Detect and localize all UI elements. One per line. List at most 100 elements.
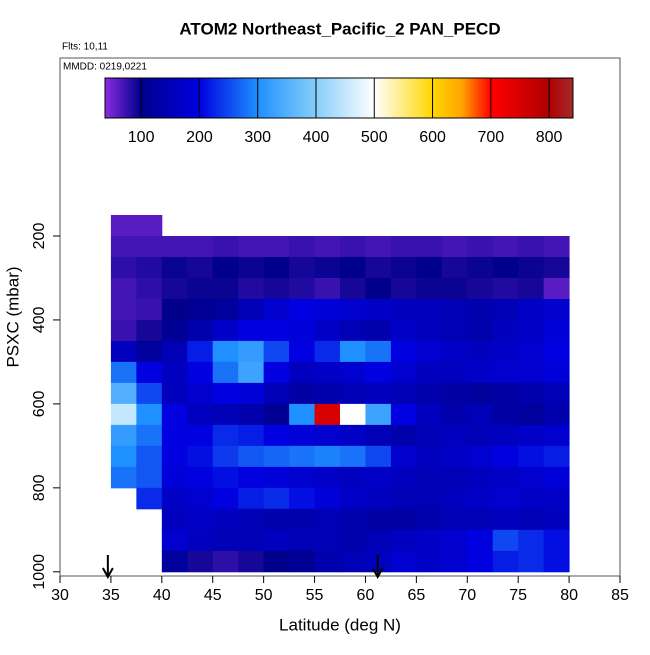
heat-cell — [416, 319, 443, 342]
heat-cell — [390, 403, 417, 426]
heat-cell — [518, 529, 545, 552]
heat-cell — [314, 256, 341, 279]
heat-cell — [161, 529, 188, 552]
heat-cell — [340, 487, 366, 510]
heat-cell — [263, 361, 290, 384]
heat-cell — [340, 445, 366, 468]
heat-cell — [136, 340, 163, 363]
heat-cell — [441, 340, 468, 363]
x-tick-label: 30 — [51, 587, 69, 604]
heat-cell — [263, 235, 290, 258]
heat-cell — [187, 445, 214, 468]
heat-cell — [238, 256, 265, 279]
heat-cell — [441, 466, 468, 489]
heat-cell — [416, 466, 443, 489]
heat-cell — [518, 235, 545, 258]
heat-cell — [390, 508, 417, 531]
heat-cell — [289, 277, 316, 300]
heat-cell — [161, 340, 188, 363]
heat-cell — [289, 445, 316, 468]
heat-cell — [110, 466, 137, 489]
heat-cell — [314, 487, 341, 510]
heat-cell — [212, 235, 239, 258]
heat-cell — [187, 298, 214, 321]
heat-cell — [161, 487, 188, 510]
heat-cell — [187, 424, 214, 447]
heat-cell — [187, 466, 214, 489]
heat-cell — [390, 298, 417, 321]
heat-cell — [263, 445, 290, 468]
heat-cell — [110, 340, 137, 363]
heat-cell — [136, 319, 163, 342]
heat-cell — [365, 256, 392, 279]
heat-cell — [136, 403, 163, 426]
heat-cell — [161, 256, 188, 279]
heat-cell — [289, 361, 316, 384]
heat-cell — [467, 550, 494, 573]
heat-cell — [441, 319, 468, 342]
heat-cell — [289, 382, 316, 405]
heat-cell — [187, 382, 214, 405]
heat-cell — [543, 298, 570, 321]
heat-cell — [543, 319, 570, 342]
heat-cell — [187, 235, 214, 258]
heatmap — [110, 214, 570, 573]
heat-cell — [238, 487, 265, 510]
heat-cell — [492, 466, 519, 489]
arrow-head — [371, 567, 384, 580]
y-tick-label: 200 — [31, 223, 48, 250]
heat-cell — [467, 487, 494, 510]
heat-cell — [263, 403, 290, 426]
heat-cell — [136, 214, 163, 237]
heat-cell — [467, 403, 494, 426]
heat-cell — [110, 319, 137, 342]
heat-cell — [441, 487, 468, 510]
heat-cell — [161, 466, 188, 489]
heat-cell — [110, 235, 137, 258]
heat-cell — [110, 424, 137, 447]
heat-cell — [543, 256, 570, 279]
heat-cell — [416, 277, 443, 300]
heat-cell — [492, 277, 519, 300]
heat-cell — [543, 445, 570, 468]
heat-cell — [340, 550, 366, 573]
heat-cell — [365, 361, 392, 384]
heat-cell — [238, 277, 265, 300]
heat-cell — [212, 298, 239, 321]
heat-cell — [161, 403, 188, 426]
heat-cell — [212, 403, 239, 426]
heat-cell — [212, 487, 239, 510]
x-tick-label: 80 — [560, 587, 578, 604]
heat-cell — [390, 361, 417, 384]
heat-cell — [110, 382, 137, 405]
heat-cell — [212, 382, 239, 405]
x-axis-label: Latitude (deg N) — [279, 615, 401, 634]
y-tick-label: 1000 — [31, 554, 48, 590]
heat-cell — [365, 466, 392, 489]
heat-cell — [543, 466, 570, 489]
heat-cell — [263, 319, 290, 342]
y-tick-label: 800 — [31, 474, 48, 501]
heat-cell — [136, 382, 163, 405]
heat-cell — [289, 403, 316, 426]
heat-cell — [441, 445, 468, 468]
x-tick-label: 65 — [407, 587, 425, 604]
colorbar-tick-label: 300 — [244, 129, 271, 146]
heat-cell — [543, 361, 570, 384]
colorbar-tick-label: 500 — [361, 129, 388, 146]
heat-cell — [416, 361, 443, 384]
heat-cell — [289, 319, 316, 342]
heat-cell — [314, 529, 341, 552]
y-axis-label: PSXC (mbar) — [3, 266, 22, 367]
heat-cell — [467, 424, 494, 447]
heat-cell — [161, 445, 188, 468]
heat-cell — [467, 319, 494, 342]
colorbar-tick-label: 700 — [477, 129, 504, 146]
x-tick-label: 75 — [509, 587, 527, 604]
heat-cell — [492, 550, 519, 573]
heat-cell — [492, 382, 519, 405]
heat-cell — [314, 424, 341, 447]
heat-cell — [212, 550, 239, 573]
heat-cell — [289, 466, 316, 489]
